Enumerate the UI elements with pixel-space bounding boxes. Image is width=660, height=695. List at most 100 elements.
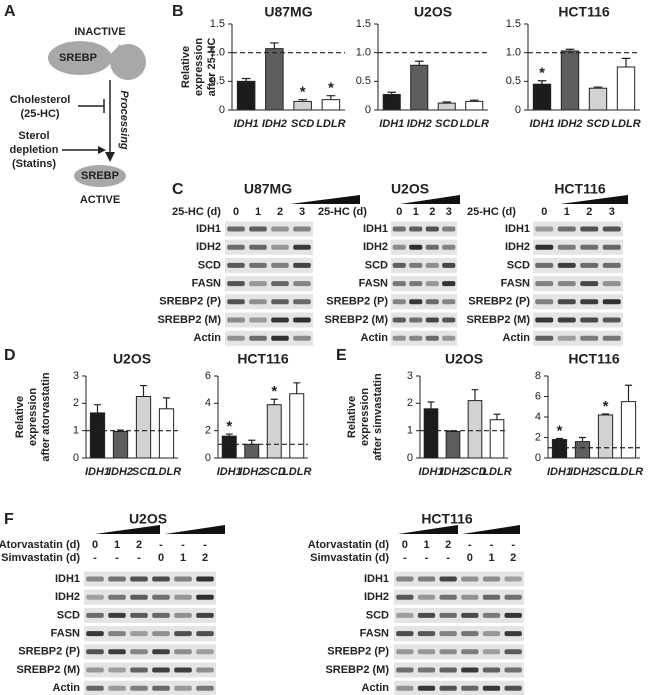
lane-label: 0 bbox=[541, 206, 547, 218]
lane-label: - bbox=[446, 552, 450, 564]
lane-label: 1 bbox=[488, 552, 494, 564]
lane-label: 1 bbox=[180, 552, 186, 564]
chart-title: HCT116 bbox=[237, 351, 289, 367]
y-tick-label: 0 bbox=[515, 104, 521, 116]
blot-band bbox=[409, 317, 423, 323]
bar bbox=[620, 401, 637, 459]
x-tick-label: IDH1 bbox=[418, 466, 443, 478]
dose-wedge bbox=[95, 525, 160, 534]
bar bbox=[437, 102, 456, 111]
y-tick-label: 0 bbox=[407, 452, 413, 464]
blot-band bbox=[461, 685, 479, 691]
protein-label: SREBP bbox=[59, 52, 97, 64]
bar bbox=[293, 100, 312, 111]
blot-strip bbox=[394, 680, 524, 695]
blot-band bbox=[196, 667, 214, 673]
error-bar bbox=[293, 382, 301, 394]
bar bbox=[445, 430, 461, 459]
dose-wedge bbox=[290, 195, 360, 204]
y-tick-label: 1.0 bbox=[506, 47, 521, 59]
error-bar bbox=[387, 91, 397, 95]
row-label: IDH1 bbox=[505, 223, 530, 235]
blot-band bbox=[152, 594, 170, 600]
x-tick-label: SCD bbox=[263, 466, 286, 478]
blot-band bbox=[130, 631, 148, 637]
blot-band bbox=[461, 612, 479, 618]
blot-band bbox=[482, 649, 501, 655]
blot-band bbox=[557, 262, 576, 268]
bar bbox=[135, 396, 152, 459]
blot-band bbox=[174, 631, 192, 637]
blot-strip bbox=[394, 644, 524, 660]
x-tick-label: SCD bbox=[435, 118, 458, 130]
blot-band bbox=[130, 594, 148, 600]
blot-band bbox=[580, 244, 599, 250]
blot-band bbox=[439, 685, 457, 691]
blot-strip bbox=[533, 294, 623, 310]
blot-band bbox=[108, 576, 126, 582]
y-tick-label: 3 bbox=[407, 370, 413, 382]
y-axis-label: Relative bbox=[180, 46, 192, 88]
y-tick-label: 4 bbox=[205, 397, 211, 409]
blot-title: U2OS bbox=[391, 181, 429, 197]
bar bbox=[551, 439, 568, 459]
blot-band bbox=[439, 576, 457, 582]
blot-band bbox=[392, 244, 406, 250]
blot-band bbox=[271, 262, 289, 268]
blot-strip bbox=[84, 571, 216, 587]
row-label: SREBP2 (M) bbox=[16, 664, 80, 676]
blot-strip bbox=[391, 239, 457, 255]
error-bar bbox=[139, 384, 148, 397]
row-label: FASN bbox=[359, 278, 388, 290]
row-label: SCD bbox=[507, 259, 530, 271]
y-tick-label: 2 bbox=[535, 431, 541, 443]
row-label: IDH2 bbox=[505, 241, 530, 253]
blot-band bbox=[108, 631, 126, 637]
chart-title: U2OS bbox=[113, 351, 151, 367]
y-tick-label: 2 bbox=[205, 425, 211, 437]
bar bbox=[265, 48, 284, 111]
blot-band bbox=[409, 335, 423, 341]
x-tick-label: IDH1 bbox=[529, 118, 554, 130]
bar bbox=[489, 419, 505, 459]
blot-band bbox=[504, 631, 522, 637]
error-bar bbox=[621, 57, 631, 67]
blot-band bbox=[580, 262, 599, 268]
blot-title: U87MG bbox=[244, 181, 292, 197]
error-bar bbox=[593, 86, 603, 89]
blot-band bbox=[293, 281, 311, 287]
treatment-label: 25-HC (d) bbox=[467, 206, 516, 218]
dose-wedge bbox=[462, 525, 520, 534]
chart-title: U2OS bbox=[445, 351, 483, 367]
inhibitor-label: Cholesterol bbox=[10, 94, 71, 106]
blot-band bbox=[482, 612, 501, 618]
blot-band bbox=[196, 576, 214, 582]
blot-band bbox=[535, 262, 554, 268]
error-bar bbox=[427, 401, 435, 409]
lane-label: 2 bbox=[429, 206, 435, 218]
bar bbox=[266, 404, 282, 459]
blot-band bbox=[425, 299, 439, 305]
blot-strip bbox=[225, 257, 313, 273]
row-label: Actin bbox=[362, 682, 390, 694]
blot-strip bbox=[225, 330, 313, 346]
blot-band bbox=[392, 299, 406, 305]
bar bbox=[465, 100, 484, 111]
arrowhead bbox=[98, 146, 106, 154]
lane-label: 1 bbox=[413, 206, 419, 218]
blot-strip bbox=[394, 662, 524, 678]
bar bbox=[597, 414, 614, 459]
blot-band bbox=[602, 226, 621, 232]
chart-title: HCT116 bbox=[568, 351, 620, 367]
blot-band bbox=[174, 612, 192, 618]
bar bbox=[221, 435, 237, 459]
y-axis-label: Relative bbox=[346, 396, 358, 438]
blot-strip bbox=[225, 294, 313, 310]
blot-strip bbox=[533, 239, 623, 255]
blot-band bbox=[602, 299, 621, 305]
blot-band bbox=[108, 685, 126, 691]
blot-title: U2OS bbox=[129, 511, 167, 527]
blot-band bbox=[271, 244, 289, 250]
bar bbox=[588, 87, 608, 111]
blot-strip bbox=[225, 312, 313, 328]
